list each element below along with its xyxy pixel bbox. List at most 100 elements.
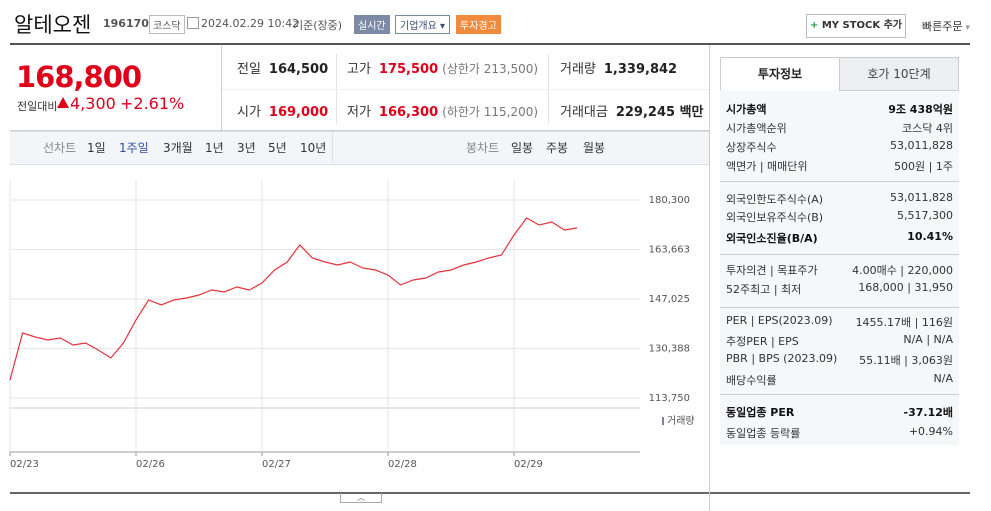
panel-tab[interactable]: 투자정보: [720, 57, 840, 90]
info-value: 4.00매수 | 220,000: [852, 264, 953, 277]
group-separator: [720, 394, 959, 395]
stock-name: 알테오젠: [14, 13, 92, 37]
info-label: 상장주식수: [726, 141, 777, 154]
price-chart: 113,750 130,388 147,025 163,663 180,300 02/23…: [9, 180, 695, 470]
info-value: 9조 438억원: [888, 103, 953, 116]
calendar-icon: [187, 17, 199, 29]
x-tick-label: 02/23: [10, 459, 39, 470]
group-separator: [720, 254, 959, 255]
x-tick-label: 02/26: [136, 459, 165, 470]
stat-value: 229,245 백만: [615, 105, 704, 120]
info-label: 외국인소진율(B/A): [726, 232, 818, 245]
info-value: N/A | N/A: [903, 333, 953, 346]
info-panel: [720, 89, 959, 445]
my-stock-button[interactable]: MY STOCK 추가: [806, 14, 906, 38]
info-value: 1455.17배 | 116원: [855, 316, 953, 329]
stat-label: 시가: [237, 105, 261, 120]
change: 4,300: [70, 94, 116, 113]
price-line: [9, 217, 578, 381]
divider: [10, 130, 710, 131]
quick-order[interactable]: 빠른주문: [922, 18, 970, 34]
volume-legend: 거래량: [667, 415, 695, 427]
info-label: PBR | BPS (2023.09): [726, 352, 838, 365]
info-value: 5,517,300: [897, 209, 953, 222]
period-tab[interactable]: 3개월: [163, 141, 193, 155]
info-label: 52주최고 | 최저: [726, 283, 802, 296]
info-label: 시가총액: [726, 103, 767, 116]
info-value: +0.94%: [908, 425, 953, 438]
period-tab[interactable]: 1일: [87, 141, 106, 155]
stat-label: 거래량: [560, 62, 596, 77]
stat-item: 거래량 1,339,842: [560, 58, 677, 77]
up-arrow: [57, 97, 69, 108]
stat-note: (하한가 115,200): [442, 105, 539, 119]
stat-value: 1,339,842: [603, 62, 678, 77]
info-value: 10.41%: [907, 230, 953, 243]
realtime-badge[interactable]: 실시간: [354, 15, 390, 34]
stock-code: 196170: [103, 17, 149, 30]
change-label: 전일대비: [17, 100, 58, 113]
warning-badge: 투자경고: [456, 15, 501, 34]
info-value: N/A: [933, 372, 953, 385]
stat-item: 저가 166,300 (하한가 115,200): [347, 101, 538, 120]
market-tag: 코스닥: [149, 15, 185, 34]
candle-tab[interactable]: 월봉: [583, 141, 606, 155]
x-tick-label: 02/28: [388, 459, 417, 470]
panel-divider: [709, 45, 710, 511]
info-label: 투자의견 | 목표주가: [726, 264, 818, 277]
info-value: 53,011,828: [890, 191, 953, 204]
stat-label: 저가: [347, 105, 371, 120]
period-tab[interactable]: 5년: [268, 141, 287, 155]
info-label: 액면가 | 매매단위: [726, 160, 808, 173]
stat-value: 164,500: [268, 62, 329, 77]
basis: 기준(장중): [293, 19, 343, 32]
period-tab[interactable]: 10년: [300, 141, 327, 155]
change-rate: +2.61%: [120, 94, 185, 113]
current-price: 168,800: [16, 60, 142, 94]
y-tick-label: 113,750: [649, 393, 690, 404]
chart-tabbar: [10, 131, 709, 165]
group-separator: [720, 181, 959, 182]
divider: [222, 89, 709, 90]
company-overview[interactable]: 기업개요: [395, 15, 451, 34]
group-separator: [720, 307, 959, 308]
candle-tab[interactable]: 주봉: [546, 141, 569, 155]
info-label: 추정PER | EPS: [726, 335, 799, 348]
info-label: 배당수익률: [726, 374, 777, 387]
period-tab[interactable]: 1년: [205, 141, 224, 155]
info-label: PER | EPS(2023.09): [726, 314, 833, 327]
stat-value: 166,300: [378, 105, 439, 120]
stat-item: 고가 175,500 (상한가 213,500): [347, 58, 538, 77]
y-tick-label: 147,025: [649, 294, 690, 305]
info-value: 168,000 | 31,950: [858, 281, 953, 294]
panel-tab[interactable]: 호가 10단계: [839, 57, 959, 91]
collapse-button[interactable]: ︿: [340, 493, 382, 503]
info-value: -37.12배: [903, 406, 953, 419]
info-value: 53,011,828: [890, 139, 953, 152]
info-label: 외국인보유주식수(B): [726, 211, 824, 224]
tab-caption: 봉차트: [466, 141, 500, 155]
stat-label: 거래대금: [560, 105, 608, 120]
y-tick-label: 180,300: [649, 195, 690, 206]
divider: [221, 46, 222, 130]
x-tick-label: 02/29: [514, 459, 543, 470]
volume-area-bg: [10, 408, 640, 452]
stat-value: 175,500: [378, 62, 439, 77]
info-value: 55.11배 | 3,063원: [859, 354, 953, 367]
y-tick-label: 130,388: [649, 343, 690, 354]
info-label: 시가총액순위: [726, 122, 787, 135]
header-rule: [10, 43, 970, 45]
period-tab[interactable]: 1주일: [119, 141, 149, 155]
x-tick-label: 02/27: [262, 459, 291, 470]
stat-value: 169,000: [268, 105, 329, 120]
period-tab[interactable]: 3년: [237, 141, 256, 155]
datetime: 2024.02.29 10:42: [201, 17, 300, 30]
volume-legend-swatch: [662, 417, 664, 425]
info-value: 500원 | 1주: [894, 160, 953, 173]
candle-tab[interactable]: 일봉: [511, 141, 534, 155]
stat-label: 전일: [237, 62, 261, 77]
info-value: 코스닥 4위: [902, 122, 953, 135]
divider: [332, 132, 333, 163]
stat-label: 고가: [347, 62, 371, 77]
